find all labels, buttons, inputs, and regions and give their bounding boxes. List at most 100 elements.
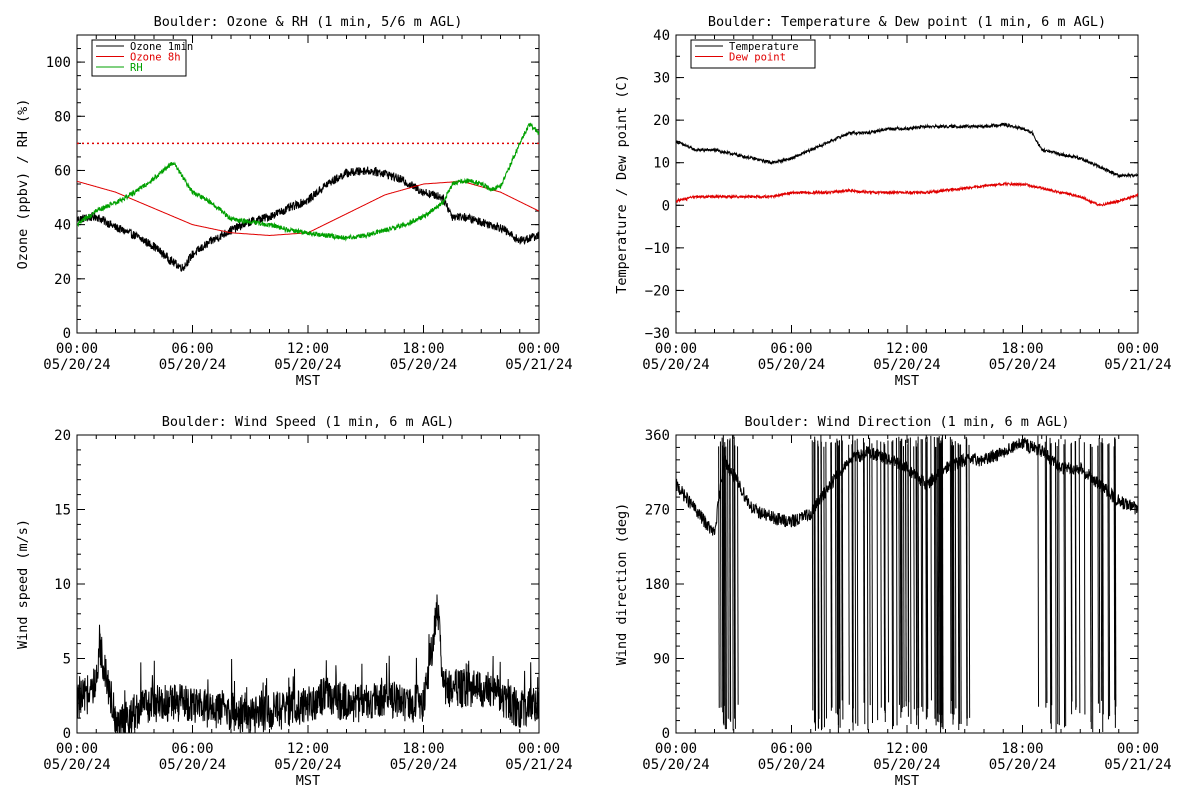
x-tick-label-time: 00:00 (56, 341, 98, 357)
series-group (77, 122, 539, 272)
wrap-spike (1055, 442, 1057, 733)
wrap-spike (884, 446, 886, 714)
x-tick-label-date: 05/20/24 (390, 357, 457, 373)
wrap-spike (1037, 435, 1040, 707)
wrap-spike (926, 441, 928, 718)
wrap-spike (1113, 446, 1116, 701)
y-tick-label: 10 (54, 577, 71, 593)
wrap-spike (900, 442, 903, 702)
x-tick-label-time: 00:00 (518, 741, 560, 757)
wrap-spike (811, 440, 814, 711)
x-tick-label-time: 18:00 (1001, 741, 1043, 757)
wrap-spike (1063, 444, 1066, 728)
x-axis-label: MST (296, 773, 320, 789)
x-tick-label-date: 05/20/24 (758, 357, 825, 373)
wrap-spike (1089, 443, 1092, 722)
y-tick-label: 80 (54, 109, 71, 125)
x-tick-label-time: 12:00 (287, 341, 329, 357)
x-tick-label-time: 00:00 (518, 341, 560, 357)
y-tick-label: 60 (54, 163, 71, 179)
wrap-spike (830, 442, 833, 708)
wrap-spike (937, 437, 940, 723)
x-tick-label-time: 06:00 (171, 341, 213, 357)
wrap-spike (899, 441, 902, 718)
wrap-spike (869, 437, 871, 706)
x-tick-label-time: 12:00 (886, 741, 928, 757)
wrap-spike (1070, 442, 1073, 702)
wrap-spike (892, 440, 894, 727)
legend-label: RH (130, 62, 143, 74)
wrap-spike (933, 437, 936, 719)
x-tick-label-date: 05/21/24 (1104, 357, 1171, 373)
y-tick-label: −30 (645, 326, 670, 342)
y-tick-label: 100 (46, 55, 71, 71)
wrap-spike (1045, 435, 1048, 703)
y-tick-label: 90 (653, 652, 670, 668)
x-tick-label-time: 06:00 (171, 741, 213, 757)
chart-panel-1: Boulder: Ozone & RH (1 min, 5/6 m AGL) 0 2… (15, 14, 573, 389)
chart-title: Boulder: Wind Speed (1 min, 6 m AGL) (162, 414, 455, 430)
series-line (77, 166, 539, 272)
wrap-spike (838, 445, 840, 709)
y-tick-label: 15 (54, 503, 71, 519)
wrap-spike (951, 441, 954, 725)
x-tick-label-time: 06:00 (770, 741, 812, 757)
chart-panel-4: Boulder: Wind Direction (1 min, 6 m AGL)… (614, 414, 1172, 789)
wrap-spike (836, 438, 838, 715)
wrap-spike (724, 442, 726, 730)
wrap-spike (733, 437, 736, 709)
wrap-spike (721, 437, 724, 713)
x-tick-label-date: 05/20/24 (989, 357, 1056, 373)
y-tick-label: 360 (645, 428, 670, 444)
wrap-spike (727, 439, 729, 719)
wrap-spike (723, 447, 726, 706)
wrap-spike (1108, 443, 1111, 717)
y-tick-label: 0 (662, 198, 670, 214)
x-tick-label-date: 05/20/24 (989, 757, 1056, 773)
wrap-spike (722, 445, 724, 724)
wrap-spike (813, 442, 815, 723)
wrap-spike (936, 437, 939, 714)
wrap-spike (939, 443, 942, 733)
wrap-spike (895, 437, 898, 726)
x-tick-label-time: 06:00 (770, 341, 812, 357)
wrap-spike (949, 436, 952, 714)
x-tick-label-time: 12:00 (886, 341, 928, 357)
series-line (676, 437, 1138, 536)
wrap-spike (934, 446, 937, 726)
x-tick-label-date: 05/20/24 (873, 757, 940, 773)
x-tick-label-date: 05/20/24 (873, 357, 940, 373)
wrap-spike (958, 444, 961, 724)
wrap-spike (876, 440, 879, 721)
wrap-spike (954, 441, 957, 709)
wrap-spike (732, 435, 734, 731)
x-tick-label-date: 05/20/24 (43, 757, 110, 773)
y-tick-label: 40 (54, 218, 71, 234)
wrap-spike (854, 440, 857, 724)
x-tick-label-time: 00:00 (56, 741, 98, 757)
x-tick-label-time: 18:00 (1001, 341, 1043, 357)
wrap-spike (734, 445, 736, 729)
wrap-spike (1114, 437, 1116, 715)
x-tick-label-date: 05/20/24 (390, 757, 457, 773)
x-tick-label-time: 00:00 (655, 341, 697, 357)
wrap-spike (916, 446, 918, 709)
wrap-spike (887, 440, 890, 703)
wrap-spike (841, 435, 843, 701)
wrap-spike (926, 436, 929, 709)
wrap-spike (841, 440, 844, 720)
y-tick-label: 10 (653, 156, 670, 172)
wrap-spike (719, 441, 722, 708)
x-tick-label-time: 18:00 (402, 341, 444, 357)
wrap-spike (862, 438, 865, 703)
series-line (676, 180, 1138, 207)
y-tick-label: 0 (63, 726, 71, 742)
x-tick-label-date: 05/21/24 (505, 357, 572, 373)
wrap-spike (856, 438, 859, 726)
wrap-spike (1074, 441, 1077, 710)
wrap-spike (1114, 439, 1117, 707)
wrap-spike (817, 446, 820, 719)
wrap-spike (1107, 444, 1109, 720)
wrap-spike (941, 437, 943, 715)
legend-label: Ozone 1min (130, 41, 193, 53)
